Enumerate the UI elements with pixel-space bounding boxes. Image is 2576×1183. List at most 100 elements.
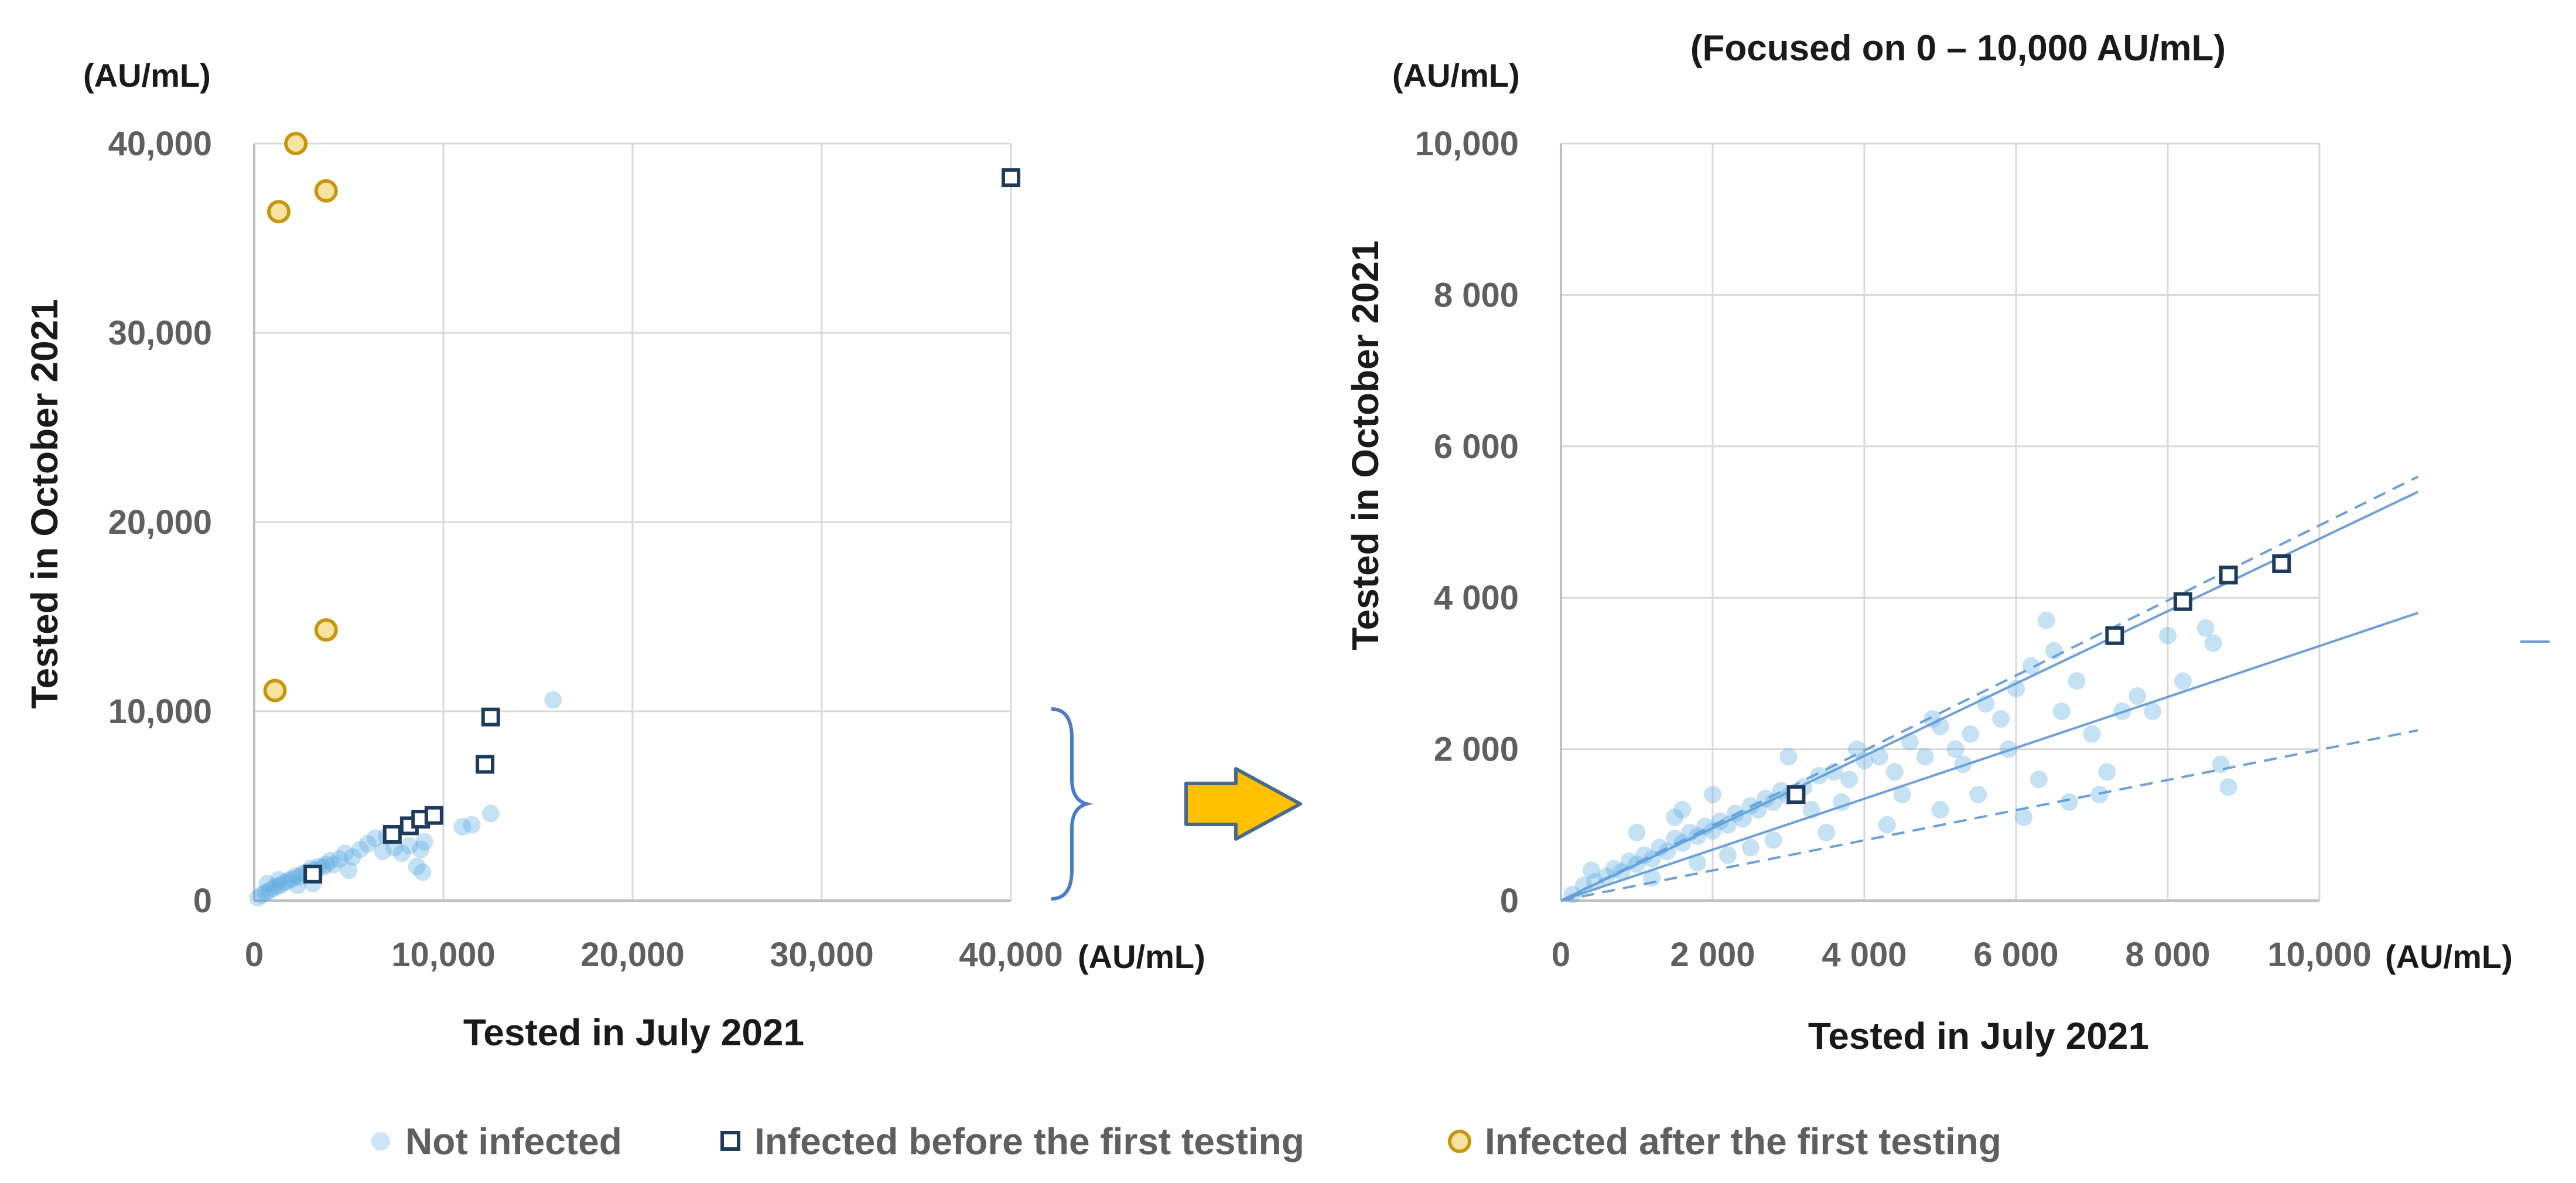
data-point-not-infected — [2174, 672, 2192, 690]
data-point-not-infected — [1825, 763, 1843, 781]
data-point-not-infected — [1810, 766, 1828, 785]
data-point-infected-after — [267, 200, 291, 224]
y-axis-title: Tested in October 2021 — [23, 299, 66, 709]
grid-lines — [254, 142, 1012, 901]
data-point-not-infected — [1969, 786, 1987, 804]
data-point-not-infected — [366, 829, 384, 847]
y-tick-label: 10,000 — [1415, 125, 1519, 163]
data-point-infected-before — [1002, 168, 1020, 187]
data-point-not-infected — [1977, 695, 1995, 713]
data-point-not-infected — [400, 837, 418, 855]
chart-focused-range: 0 2 000 4 000 6 000 8 000 10,000 0 2 000 4 000 6… — [1344, 28, 2513, 1057]
data-point-not-infected — [1772, 782, 1790, 800]
data-point-not-infected — [275, 874, 293, 892]
x-tick-label: 0 — [1552, 936, 1570, 974]
chart-title: (Focused on 0 – 10,000 AU/mL) — [1690, 28, 2226, 69]
data-point-not-infected — [264, 879, 282, 898]
data-point-not-infected — [258, 874, 276, 892]
data-point-not-infected — [269, 871, 288, 889]
data-point-not-infected — [414, 863, 432, 881]
y-tick-label: 4 000 — [1434, 579, 1519, 617]
data-point-not-infected — [1666, 830, 1684, 848]
x-tick-label: 2 000 — [1670, 936, 1755, 974]
data-point-not-infected — [2000, 740, 2018, 758]
data-point-not-infected — [1651, 838, 1669, 857]
y-tick-labels: 0 10,000 20,000 30,000 40,000 — [108, 125, 212, 920]
y-tick-label: 30,000 — [108, 314, 212, 352]
data-point-not-infected — [2060, 793, 2078, 812]
y-tick-label: 2 000 — [1434, 731, 1519, 769]
y-unit-label: (AU/mL) — [83, 57, 211, 94]
x-tick-label: 6 000 — [1973, 936, 2058, 974]
data-point-not-infected — [392, 844, 411, 862]
x-unit-label: (AU/mL) — [2385, 938, 2513, 975]
data-point-not-infected — [463, 816, 481, 834]
data-point-not-infected — [1597, 867, 1615, 885]
legend-item-infected-before: Infected before the first testing — [720, 1120, 1304, 1162]
data-points — [1563, 554, 2291, 904]
x-axis-title: Tested in July 2021 — [1808, 1015, 2149, 1057]
y-tick-label: 0 — [193, 882, 212, 920]
data-point-not-infected — [1673, 800, 1692, 819]
x-unit-label: (AU/mL) — [1078, 938, 1205, 975]
data-point-not-infected — [1574, 877, 1593, 895]
data-point-not-infected — [1779, 748, 1798, 766]
data-point-not-infected — [2212, 755, 2230, 773]
data-point-not-infected — [2129, 687, 2147, 705]
data-point-not-infected — [279, 872, 298, 890]
data-point-not-infected — [1620, 852, 1638, 870]
chart-full-range: 0 10,000 20,000 30,000 40,000 0 10,000 20,000 3… — [23, 57, 1205, 1054]
data-point-not-infected — [1757, 789, 1775, 807]
legend-item-not-infected: Not infected — [371, 1120, 622, 1162]
confidence-line — [1560, 475, 2419, 902]
data-point-not-infected — [1931, 800, 1949, 819]
data-point-not-infected — [1741, 838, 1760, 857]
data-point-not-infected — [1563, 885, 1581, 904]
data-point-infected-before — [481, 707, 500, 727]
x-tick-label: 40,000 — [959, 936, 1062, 974]
data-point-not-infected — [1893, 786, 1911, 804]
data-point-not-infected — [1878, 816, 1896, 834]
y-tick-label: 40,000 — [108, 125, 212, 163]
data-point-infected-before — [2105, 626, 2124, 645]
data-point-not-infected — [249, 889, 267, 907]
data-point-not-infected — [2196, 619, 2215, 637]
data-point-infected-before — [424, 806, 443, 825]
data-point-not-infected — [1658, 843, 1676, 861]
data-point-not-infected — [1992, 710, 2010, 728]
x-tick-label: 20,000 — [580, 936, 684, 974]
data-point-not-infected — [2219, 778, 2237, 796]
data-point-not-infected — [1916, 748, 1934, 766]
data-point-not-infected — [2052, 703, 2071, 720]
data-point-not-infected — [1741, 797, 1760, 815]
axes — [253, 144, 1011, 902]
data-point-infected-before — [1786, 785, 1806, 804]
regression-line — [1560, 612, 2418, 902]
x-tick-label: 10,000 — [391, 936, 495, 974]
range-brace — [1051, 707, 1094, 901]
data-point-not-infected — [330, 850, 349, 868]
data-point-not-infected — [1962, 725, 1980, 743]
data-point-not-infected — [481, 804, 500, 823]
x-tick-label: 4 000 — [1822, 936, 1907, 974]
data-point-not-infected — [283, 870, 301, 888]
x-tick-label: 30,000 — [770, 936, 873, 974]
data-point-not-infected — [412, 840, 430, 858]
data-point-not-infected — [2090, 786, 2109, 804]
data-point-not-infected — [2083, 725, 2101, 743]
data-point-not-infected — [2007, 680, 2025, 698]
data-point-not-infected — [2022, 657, 2040, 675]
y-axis-title: Tested in October 2021 — [1344, 240, 1386, 650]
legend-item-infected-after: Infected after the first testing — [1448, 1120, 2001, 1162]
data-point-not-infected — [1734, 810, 1752, 828]
data-point-not-infected — [343, 848, 361, 866]
data-point-not-infected — [351, 840, 369, 858]
grid-lines — [1561, 142, 2321, 901]
data-point-not-infected — [321, 852, 339, 870]
data-point-not-infected — [1870, 748, 1888, 766]
data-point-not-infected — [1628, 855, 1646, 873]
data-point-not-infected — [257, 884, 275, 902]
data-point-not-infected — [2068, 672, 2086, 690]
data-point-not-infected — [358, 835, 377, 853]
gold-circle-icon — [1448, 1130, 1471, 1153]
